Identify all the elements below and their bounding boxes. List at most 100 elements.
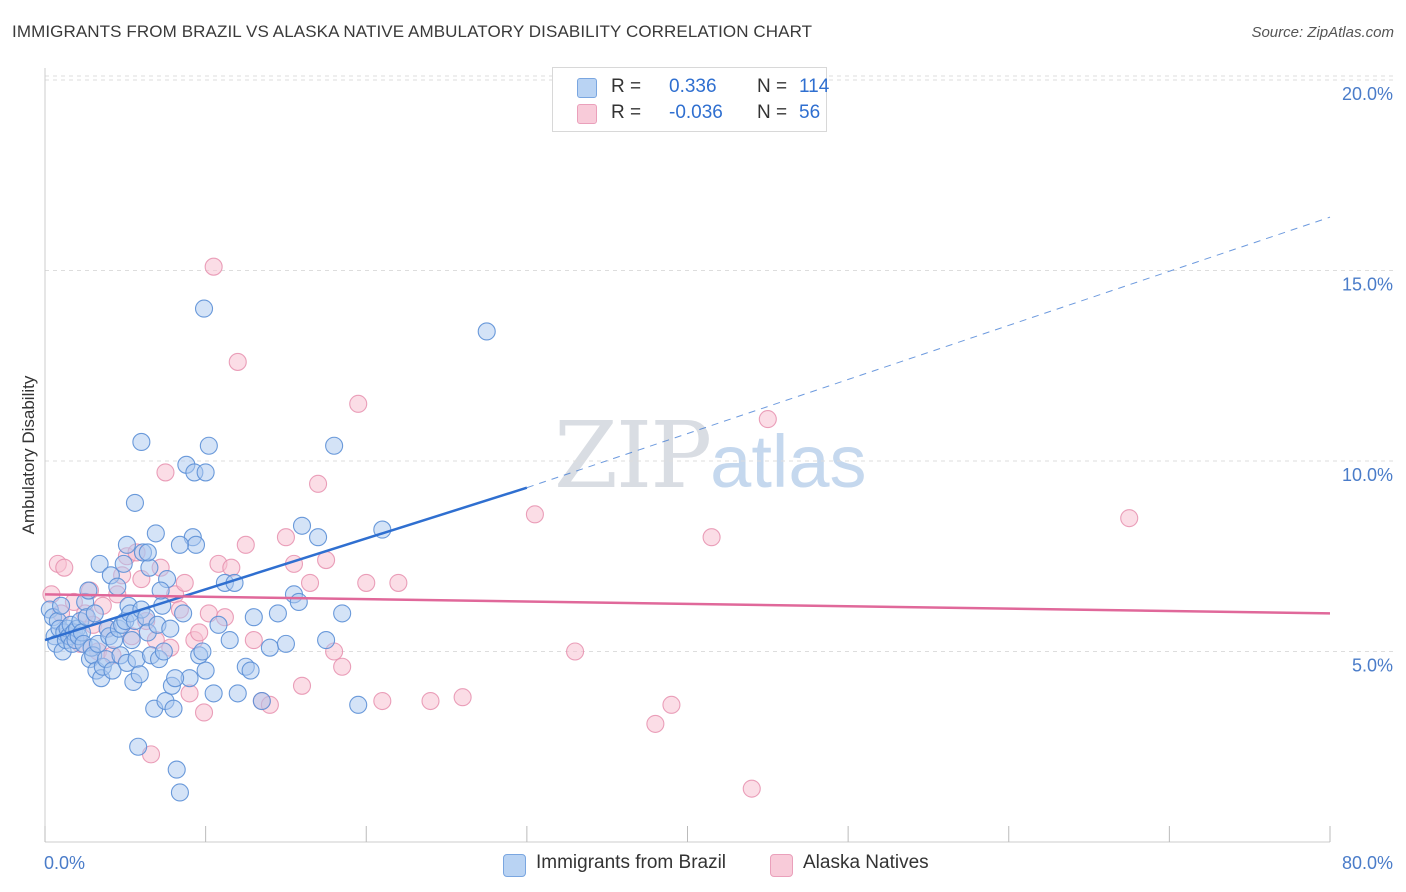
alaska-natives-point (525, 505, 544, 524)
alaska-natives-points (42, 257, 1139, 798)
brazil-point (244, 608, 263, 627)
x-tick-label: 0.0% (44, 853, 85, 873)
alaska-natives-point (222, 558, 241, 577)
alaska-natives-point (180, 684, 199, 703)
brazil-point (477, 322, 496, 341)
brazil-point (140, 558, 159, 577)
alaska-natives-point (236, 535, 255, 554)
brazil-point (199, 436, 218, 455)
brazil-point (167, 760, 186, 779)
bottom-legend-label-alaska: Alaska Natives (803, 852, 929, 873)
legend-r-label: R = (611, 76, 642, 97)
brazil-point (164, 699, 183, 718)
legend-swatch-blue (577, 78, 597, 98)
brazil-point (228, 684, 247, 703)
brazil-point (154, 642, 173, 661)
stats-legend: R = 0.336 N = 114 R = -0.036 N = 56 (552, 67, 830, 132)
alaska-natives-point (1120, 509, 1139, 528)
alaska-natives-point (276, 528, 295, 547)
y-tick-label: 5.0% (1352, 656, 1393, 676)
alaska-natives-point (194, 703, 214, 722)
brazil-point (138, 543, 157, 562)
source-credit: Source: ZipAtlas.com (1251, 24, 1394, 41)
brazil-trend-line (44, 486, 528, 642)
brazil-point (161, 619, 180, 638)
bottom-legend-label-brazil: Immigrants from Brazil (536, 852, 727, 873)
brazil-point (252, 691, 271, 711)
alaska-natives-point (244, 631, 263, 650)
brazil-point (129, 737, 148, 756)
alaska-natives-point (349, 394, 368, 413)
y-axis-label: Ambulatory Disability (19, 375, 38, 534)
brazil-point (85, 604, 104, 623)
y-tick-label: 10.0% (1342, 465, 1393, 485)
brazil-point (170, 535, 189, 554)
chart-title: IMMIGRANTS FROM BRAZIL VS ALASKA NATIVE … (12, 22, 813, 41)
brazil-point (108, 577, 127, 596)
y-tick-label: 15.0% (1342, 275, 1393, 295)
alaska-natives-point (333, 657, 352, 676)
alaska-natives-point (228, 352, 247, 371)
brazil-point (194, 299, 214, 318)
legend-r-value: -0.036 (669, 102, 723, 123)
bottom-legend-swatch-pink (770, 854, 793, 877)
brazil-point (90, 554, 109, 573)
x-tick-label: 80.0% (1342, 853, 1393, 873)
brazil-point (174, 604, 193, 623)
brazil-point (146, 524, 165, 543)
y-tick-label: 20.0% (1342, 84, 1393, 104)
brazil-point (166, 669, 185, 688)
brazil-point (333, 604, 352, 623)
legend-r-label: R = (611, 102, 642, 123)
gridlines (45, 75, 1393, 652)
alaska-natives-point (662, 695, 681, 714)
brazil-point (349, 695, 368, 714)
alaska-natives-point (156, 463, 175, 482)
brazil-points (40, 299, 496, 802)
brazil-point (170, 783, 189, 802)
alaska-natives-point (646, 714, 665, 733)
brazil-point (186, 535, 206, 554)
alaska-natives-trend-line (44, 593, 1331, 615)
brazil-point (309, 528, 328, 547)
watermark-zip: ZIP (554, 402, 712, 509)
alaska-natives-point (357, 573, 376, 592)
y-tick-labels: 5.0% 10.0% 15.0% 20.0% (1342, 84, 1393, 676)
brazil-point (268, 604, 287, 623)
brazil-point (196, 661, 215, 680)
brazil-point (325, 436, 344, 455)
legend-n-value: 114 (799, 76, 830, 97)
alaska-natives-point (300, 573, 320, 592)
brazil-point (125, 493, 144, 512)
brazil-point (79, 581, 98, 600)
brazil-point (289, 592, 308, 612)
brazil-point (241, 661, 260, 680)
bottom-legend-swatch-blue (503, 854, 526, 877)
brazil-point (196, 463, 215, 482)
alaska-natives-point (566, 642, 585, 661)
alaska-natives-point (292, 676, 312, 695)
brazil-point (122, 631, 141, 650)
brazil-point (260, 638, 279, 657)
alaska-natives-point (204, 257, 223, 276)
alaska-natives-point (389, 573, 408, 592)
brazil-trend-dashed (526, 216, 1331, 489)
brazil-point (130, 665, 149, 684)
x-tick-labels: 0.0% 80.0% (44, 853, 1393, 873)
brazil-point (193, 642, 212, 661)
brazil-point (103, 661, 122, 680)
brazil-point (292, 516, 312, 535)
alaska-natives-point (55, 558, 74, 577)
legend-n-label: N = (757, 76, 788, 97)
alaska-natives-point (421, 691, 440, 711)
alaska-natives-point (758, 410, 777, 429)
alaska-natives-point (309, 474, 328, 493)
brazil-point (52, 596, 71, 615)
brazil-point (132, 432, 151, 452)
brazil-point (276, 634, 295, 653)
x-tick-marks (44, 826, 1331, 842)
brazil-point (204, 684, 223, 703)
brazil-point (317, 631, 336, 650)
alaska-natives-point (742, 779, 761, 798)
